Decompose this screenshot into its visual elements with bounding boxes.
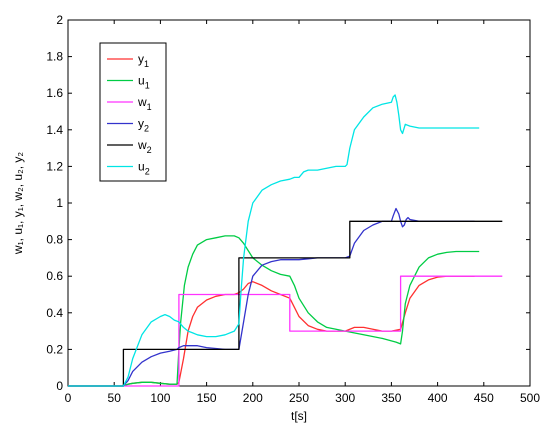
legend-label-y1: y1: [138, 52, 149, 69]
y-axis: 0 0.2 0.4 0.6 0.8 1 1.2 1.4 1.6 1.8 2: [46, 13, 530, 393]
x-tick-label: 200: [243, 391, 263, 405]
x-axis-label: t[s]: [291, 409, 307, 423]
legend-box: [99, 42, 167, 182]
y-tick-label: 1.4: [46, 123, 63, 137]
y-tick-label: 0.8: [46, 233, 63, 247]
y-tick-label: 0.6: [46, 269, 63, 283]
legend-label-sub: 2: [147, 145, 152, 155]
y-tick-label: 0.2: [46, 342, 63, 356]
legend-label-main: y: [138, 52, 144, 66]
series-line-u2: [68, 94, 480, 387]
legend-label-main: w: [137, 95, 147, 109]
x-tick-label: 500: [520, 391, 540, 405]
y-tick-label: 1.8: [46, 50, 63, 64]
legend-label-u2: u2: [138, 160, 150, 177]
y-tick-label: 1.2: [46, 159, 63, 173]
legend-label-sub: 2: [145, 167, 150, 177]
x-tick-label: 150: [197, 391, 217, 405]
y-tick-label: 2: [56, 13, 63, 27]
legend-label-w1: w1: [137, 95, 152, 112]
series-layer: [68, 94, 503, 387]
y-axis-label: w₁, u₁, y₁, w₂, u₂, y₂: [11, 152, 25, 255]
y-tick-label: 0.4: [46, 306, 63, 320]
legend-label-main: w: [137, 138, 147, 152]
x-tick-label: 400: [428, 391, 448, 405]
legend-label-y2: y2: [138, 117, 149, 134]
legend-label-main: y: [138, 117, 144, 131]
y-tick-label: 1.6: [46, 86, 63, 100]
legend-label-main: u: [138, 74, 145, 88]
x-tick-label: 50: [108, 391, 122, 405]
legend-label-sub: 1: [144, 59, 149, 69]
x-axis: 0 50 100 150 200 250 300 350 400 450 500: [65, 20, 540, 405]
x-tick-label: 350: [381, 391, 401, 405]
legend-label-sub: 1: [147, 102, 152, 112]
legend-label-sub: 1: [145, 81, 150, 91]
series-line-w2: [68, 220, 503, 387]
x-tick-label: 250: [289, 391, 309, 405]
series-line-w1: [68, 275, 503, 387]
y-tick-label: 0: [56, 379, 63, 393]
legend-label-u1: u1: [138, 74, 150, 91]
legend-label-w2: w2: [137, 138, 152, 155]
x-tick-label: 450: [474, 391, 494, 405]
legend-label-sub: 2: [144, 124, 149, 134]
x-tick-label: 0: [65, 391, 72, 405]
legend-label-main: u: [138, 160, 145, 174]
x-tick-label: 100: [150, 391, 170, 405]
series-line-u1: [68, 235, 480, 387]
y-tick-label: 1: [56, 196, 63, 210]
x-tick-label: 300: [335, 391, 355, 405]
